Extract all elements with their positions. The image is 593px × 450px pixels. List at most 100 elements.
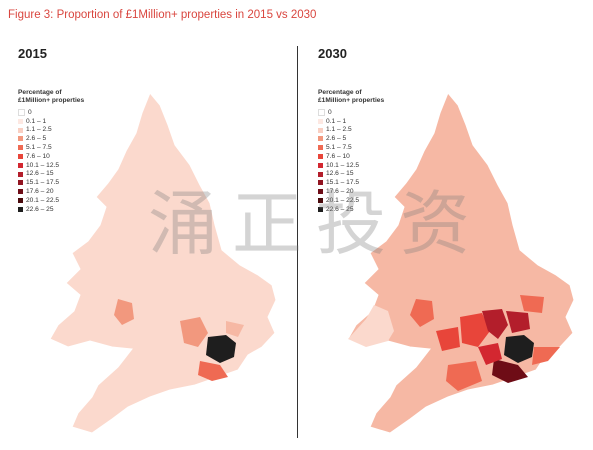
panel-year-2015: 2015 (18, 46, 47, 61)
region-home-counties-2015 (180, 317, 208, 347)
legend-item: 2.6 – 5 (18, 135, 84, 144)
legend-label: 5.1 – 7.5 (326, 143, 352, 151)
legend-swatch (318, 198, 323, 204)
region-east-2030 (520, 295, 544, 313)
legend-swatch (318, 189, 323, 195)
legend-swatch (318, 162, 323, 168)
legend-item: 15.1 – 17.5 (18, 179, 84, 188)
legend-swatch (318, 136, 323, 142)
legend-swatch (318, 180, 323, 186)
region-cheshire-2015 (114, 299, 134, 325)
region-cheshire-2030 (410, 299, 434, 327)
region-kent-2030 (532, 347, 560, 365)
legend-label: 7.6 – 10 (326, 152, 350, 160)
legend-item: 22.6 – 25 (18, 205, 84, 214)
legend-swatch (18, 206, 23, 212)
region-london-2030 (504, 335, 534, 363)
legend-swatch (18, 180, 23, 186)
legend-item: 17.6 – 20 (318, 187, 384, 196)
legend-item: 1.1 – 2.5 (18, 126, 84, 135)
legend-swatch (318, 118, 323, 124)
legend-label: 0.1 – 1 (26, 117, 47, 125)
region-herts-2030 (506, 311, 530, 333)
legend-item: 0.1 – 1 (318, 117, 384, 126)
legend-swatch (18, 118, 23, 124)
legend-label: 5.1 – 7.5 (26, 143, 52, 151)
legend-title: Percentage of £1Million+ properties (18, 89, 85, 104)
region-cotswolds-2030 (436, 327, 460, 351)
legend-item: 2.6 – 5 (318, 135, 384, 144)
legend-item: 1.1 – 2.5 (318, 126, 384, 135)
legend-swatch (18, 189, 23, 195)
legend-label: 22.6 – 25 (26, 205, 54, 213)
legend-item: 15.1 – 17.5 (318, 179, 384, 188)
legend-label: 0.1 – 1 (326, 117, 347, 125)
legend-label: 2.6 – 5 (326, 135, 347, 143)
region-east-2015 (226, 321, 244, 337)
legend-item: 5.1 – 7.5 (18, 143, 84, 152)
legend-swatch (318, 206, 323, 212)
legend-swatch (318, 127, 323, 133)
legend-item: 7.6 – 10 (18, 152, 84, 161)
legend-item: 22.6 – 25 (318, 205, 384, 214)
legend-swatch (18, 145, 23, 151)
legend-label: 17.6 – 20 (26, 187, 54, 195)
legend-label: 1.1 – 2.5 (26, 126, 52, 134)
legend-item: 0 (18, 108, 84, 117)
legend-item: 20.1 – 22.5 (18, 196, 84, 205)
legend-swatch (18, 162, 23, 168)
legend-items: 0 0.1 – 1 1.1 – 2.5 2.6 – 5 5.1 – 7.5 7.6 – 1… (318, 108, 384, 214)
legend-item: 20.1 – 22.5 (318, 196, 384, 205)
legend-label: 15.1 – 17.5 (326, 179, 359, 187)
legend-swatch (318, 171, 323, 177)
legend-item: 10.1 – 12.5 (318, 161, 384, 170)
legend-label: 1.1 – 2.5 (326, 126, 352, 134)
legend-swatch (18, 198, 23, 204)
legend-item: 5.1 – 7.5 (318, 143, 384, 152)
legend-items: 0 0.1 – 1 1.1 – 2.5 2.6 – 5 5.1 – 7.5 7.6 – 1… (18, 108, 84, 214)
legend-swatch (318, 109, 325, 117)
legend-swatch (18, 136, 23, 142)
region-bucks-2030 (482, 309, 508, 339)
region-wales-2030 (348, 305, 394, 347)
legend-item: 10.1 – 12.5 (18, 161, 84, 170)
legend-label: 22.6 – 25 (326, 205, 354, 213)
legend-title: Percentage of £1Million+ properties (318, 89, 385, 104)
legend-label: 15.1 – 17.5 (26, 179, 59, 187)
region-berkshire-2030 (478, 343, 502, 365)
legend-label: 10.1 – 12.5 (26, 161, 59, 169)
legend-label: 12.6 – 15 (26, 170, 54, 178)
watermark-text: 涌正投资 (148, 183, 484, 265)
legend-label: 10.1 – 12.5 (326, 161, 359, 169)
legend-swatch (18, 127, 23, 133)
figure-title: Figure 3: Proportion of £1Million+ prope… (8, 9, 317, 21)
legend-label: 0 (28, 108, 32, 116)
legend-label: 12.6 – 15 (326, 170, 354, 178)
panel-year-2030: 2030 (318, 46, 347, 61)
legend-label: 2.6 – 5 (26, 135, 47, 143)
legend-label: 17.6 – 20 (326, 187, 354, 195)
legend-label: 0 (328, 108, 332, 116)
legend-label: 20.1 – 22.5 (26, 196, 59, 204)
legend-swatch (318, 145, 323, 151)
legend-swatch (18, 171, 23, 177)
legend-swatch (18, 109, 25, 117)
legend-swatch (318, 154, 323, 160)
legend-item: 7.6 – 10 (318, 152, 384, 161)
region-oxford-2030 (460, 313, 490, 347)
region-london-2015 (206, 335, 236, 363)
legend-item: 0 (318, 108, 384, 117)
map-2015 (49, 92, 277, 434)
region-surrey-2030 (492, 359, 528, 383)
legend-item: 17.6 – 20 (18, 187, 84, 196)
legend-item: 0.1 – 1 (18, 117, 84, 126)
legend-item: 12.6 – 15 (318, 170, 384, 179)
legend-item: 12.6 – 15 (18, 170, 84, 179)
region-hampshire-2030 (446, 361, 482, 391)
legend-2015: Percentage of £1Million+ properties 0 0.1… (18, 89, 84, 214)
legend-label: 7.6 – 10 (26, 152, 50, 160)
legend-2030: Percentage of £1Million+ properties 0 0.1… (318, 89, 384, 214)
legend-swatch (18, 154, 23, 160)
region-surrey-2015 (198, 361, 228, 381)
panel-divider (297, 46, 298, 438)
